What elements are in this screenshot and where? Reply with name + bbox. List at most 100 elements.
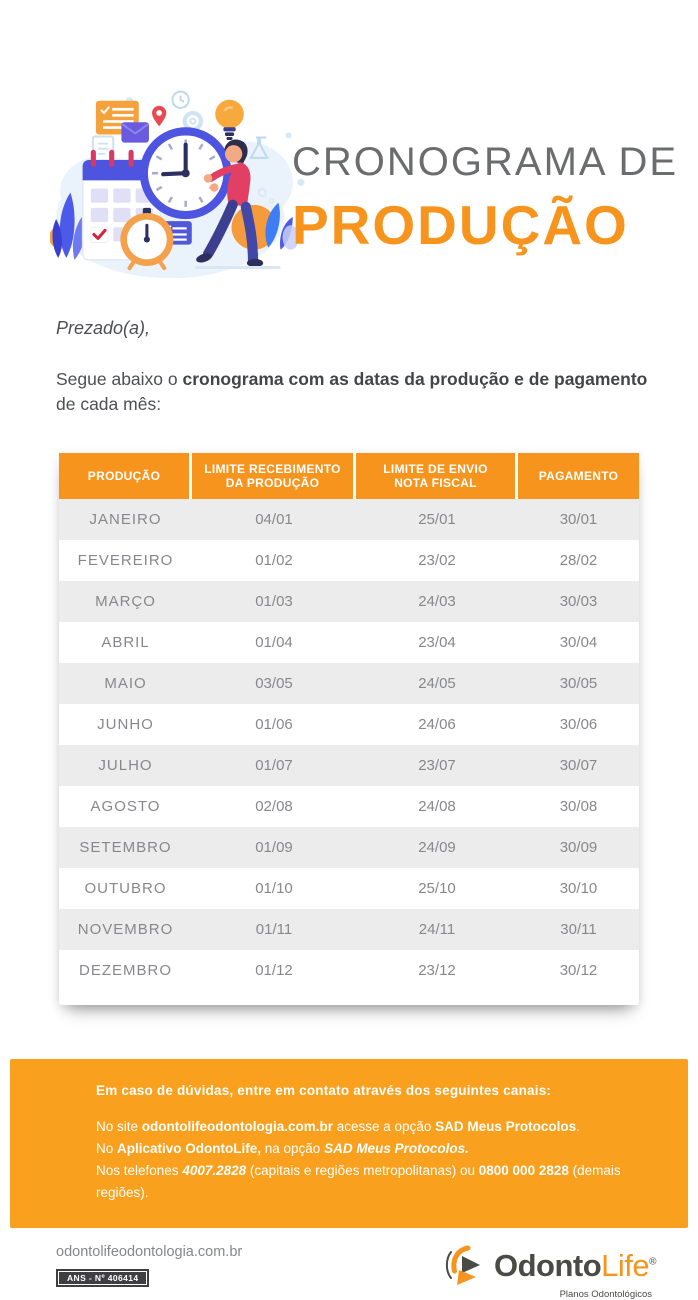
cell-date: 01/02: [255, 551, 293, 569]
table-row: ABRIL 01/04 23/04 30/04: [59, 622, 639, 663]
contact-phone-0800: 0800 000 2828: [478, 1162, 569, 1178]
table-row: JULHO 01/07 23/07 30/07: [59, 744, 639, 786]
contact-text: acesse a opção: [333, 1118, 436, 1134]
cell-date: 25/01: [418, 510, 456, 528]
schedule-table-body: JANEIRO 04/01 25/01 30/01 FEVEREIRO 01/02 23/0…: [59, 498, 639, 991]
cell-date: 01/03: [255, 592, 293, 610]
contact-app-name: Aplicativo OdontoLife,: [117, 1140, 262, 1156]
gear-icon: [182, 110, 203, 132]
header-limite-recebimento: LIMITE RECEBIMENTO DA PRODUÇÃO: [192, 452, 356, 499]
map-pin-icon: [152, 105, 167, 127]
intro-text-normal-2: de cada mês:: [56, 393, 162, 414]
cell-month: JUNHO: [97, 715, 154, 733]
header-label-line2: NOTA FISCAL: [394, 475, 477, 490]
logo-wordmark: OdontoLife®: [494, 1247, 657, 1284]
plant-left: [50, 192, 88, 260]
cell-date: 30/10: [559, 879, 598, 897]
intro-paragraph: Segue abaixo o cronograma com as datas d…: [56, 367, 648, 417]
cell-date: 30/09: [559, 838, 598, 856]
table-row: SETEMBRO 01/09 24/09 30/09: [59, 826, 639, 868]
lightbulb-icon: [215, 99, 244, 141]
contact-text: na opção: [261, 1140, 325, 1156]
flask-icon: [249, 136, 269, 159]
contact-text: No: [96, 1140, 118, 1156]
contact-line-phones: Nos telefones 4007.2828 (capitais e regi…: [96, 1160, 648, 1204]
cell-date: 23/02: [418, 551, 456, 569]
contact-line-app: No Aplicativo OdontoLife, na opção SAD M…: [96, 1138, 648, 1160]
cell-date: 24/03: [418, 592, 456, 610]
salutation: Prezado(a),: [56, 318, 151, 338]
cell-month: SETEMBRO: [79, 838, 172, 856]
header-limite-envio: LIMITE DE ENVIO NOTA FISCAL: [356, 452, 518, 499]
cell-date: 28/02: [559, 551, 598, 569]
table-row: JANEIRO 04/01 25/01 30/01: [59, 498, 639, 540]
cell-date: 01/04: [255, 633, 293, 651]
cell-date: 24/09: [418, 838, 456, 856]
contact-site-url: odontolifeodontologia.com.br: [141, 1118, 334, 1134]
table-row: MAIO 03/05 24/05 30/05: [59, 662, 639, 704]
cell-month: NOVEMBRO: [77, 920, 174, 938]
cell-date: 23/12: [418, 961, 456, 979]
cell-date: 30/07: [559, 756, 598, 774]
header-pagamento: PAGAMENTO: [518, 452, 639, 499]
schedule-table-header: PRODUÇÃO LIMITE RECEBIMENTO DA PRODUÇÃO …: [59, 452, 639, 499]
cell-month: JULHO: [98, 756, 153, 774]
cell-date: 30/11: [560, 920, 597, 938]
footer-website: odontolifeodontologia.com.br: [56, 1243, 243, 1260]
contact-text: No site: [96, 1118, 142, 1134]
outline-clock-icon: [171, 90, 190, 109]
table-row: DEZEMBRO 01/12 23/12 30/12: [59, 950, 639, 991]
cell-date: 25/10: [418, 879, 456, 897]
cell-date: 01/06: [255, 715, 293, 733]
cell-date: 30/12: [559, 961, 598, 979]
logo-word-orange: Life: [601, 1247, 650, 1283]
hero-section: CRONOGRAMA DE PRODUÇÃO: [0, 0, 698, 298]
contact-phone-capitals: 4007.2828: [182, 1162, 247, 1178]
contact-sad-protocolos: SAD Meus Protocolos: [435, 1118, 577, 1134]
checkmark-icon: [92, 228, 107, 241]
cell-date: 30/01: [559, 510, 598, 528]
schedule-illustration: [50, 90, 305, 279]
cell-date: 02/08: [255, 797, 293, 815]
cell-date: 01/07: [255, 756, 293, 774]
cell-month: AGOSTO: [90, 797, 161, 815]
schedule-table: PRODUÇÃO LIMITE RECEBIMENTO DA PRODUÇÃO …: [59, 452, 639, 1005]
contact-line-site: No site odontolifeodontologia.com.br ace…: [96, 1116, 648, 1138]
clock-icon: [139, 127, 232, 220]
cell-date: 24/05: [418, 674, 456, 692]
cell-month: DEZEMBRO: [78, 961, 172, 979]
cell-date: 01/09: [255, 838, 293, 856]
intro-text-bold: cronograma com as datas da produção e de…: [182, 369, 648, 389]
title-line-2: PRODUÇÃO: [292, 194, 629, 256]
table-row: FEVEREIRO 01/02 23/02 28/02: [59, 540, 639, 581]
table-row: MARÇO 01/03 24/03 30/03: [59, 580, 639, 622]
intro-text-normal: Segue abaixo o: [56, 369, 183, 389]
cell-date: 23/04: [418, 633, 456, 651]
cell-month: OUTUBRO: [84, 879, 167, 897]
title-line-1: CRONOGRAMA DE: [292, 140, 679, 184]
cell-month: MAIO: [104, 674, 147, 692]
envelope-icon: [121, 122, 149, 143]
person-illustration: [194, 139, 281, 270]
page-title: CRONOGRAMA DE PRODUÇÃO: [292, 140, 678, 257]
cell-month: MARÇO: [95, 592, 156, 610]
footer-left: odontolifeodontologia.com.br ANS - Nº 40…: [56, 1244, 242, 1287]
header-label: LIMITE RECEBIMENTO: [204, 461, 341, 476]
header-label: PAGAMENTO: [538, 468, 619, 483]
cell-date: 30/08: [559, 797, 598, 815]
contact-text: .: [576, 1118, 580, 1134]
cell-month: JANEIRO: [89, 510, 162, 528]
contact-text: (capitais e regiões metropolitanas) ou: [246, 1162, 479, 1178]
table-row: JUNHO 01/06 24/06 30/06: [59, 704, 639, 745]
contact-text: Nos telefones: [96, 1162, 183, 1178]
header-label: LIMITE DE ENVIO: [383, 461, 488, 476]
table-row: OUTUBRO 01/10 25/10 30/10: [59, 868, 639, 909]
cell-date: 01/10: [255, 879, 293, 897]
cell-date: 01/12: [255, 961, 293, 979]
header-producao: PRODUÇÃO: [59, 452, 192, 499]
contact-heading: Em caso de dúvidas, entre em contato atr…: [96, 1082, 552, 1098]
ans-badge: ANS - Nº 406414: [56, 1268, 150, 1287]
cell-date: 30/06: [559, 715, 598, 733]
header-label-line2: DA PRODUÇÃO: [225, 475, 320, 490]
logo-tagline: Planos Odontológicos: [559, 1288, 652, 1300]
